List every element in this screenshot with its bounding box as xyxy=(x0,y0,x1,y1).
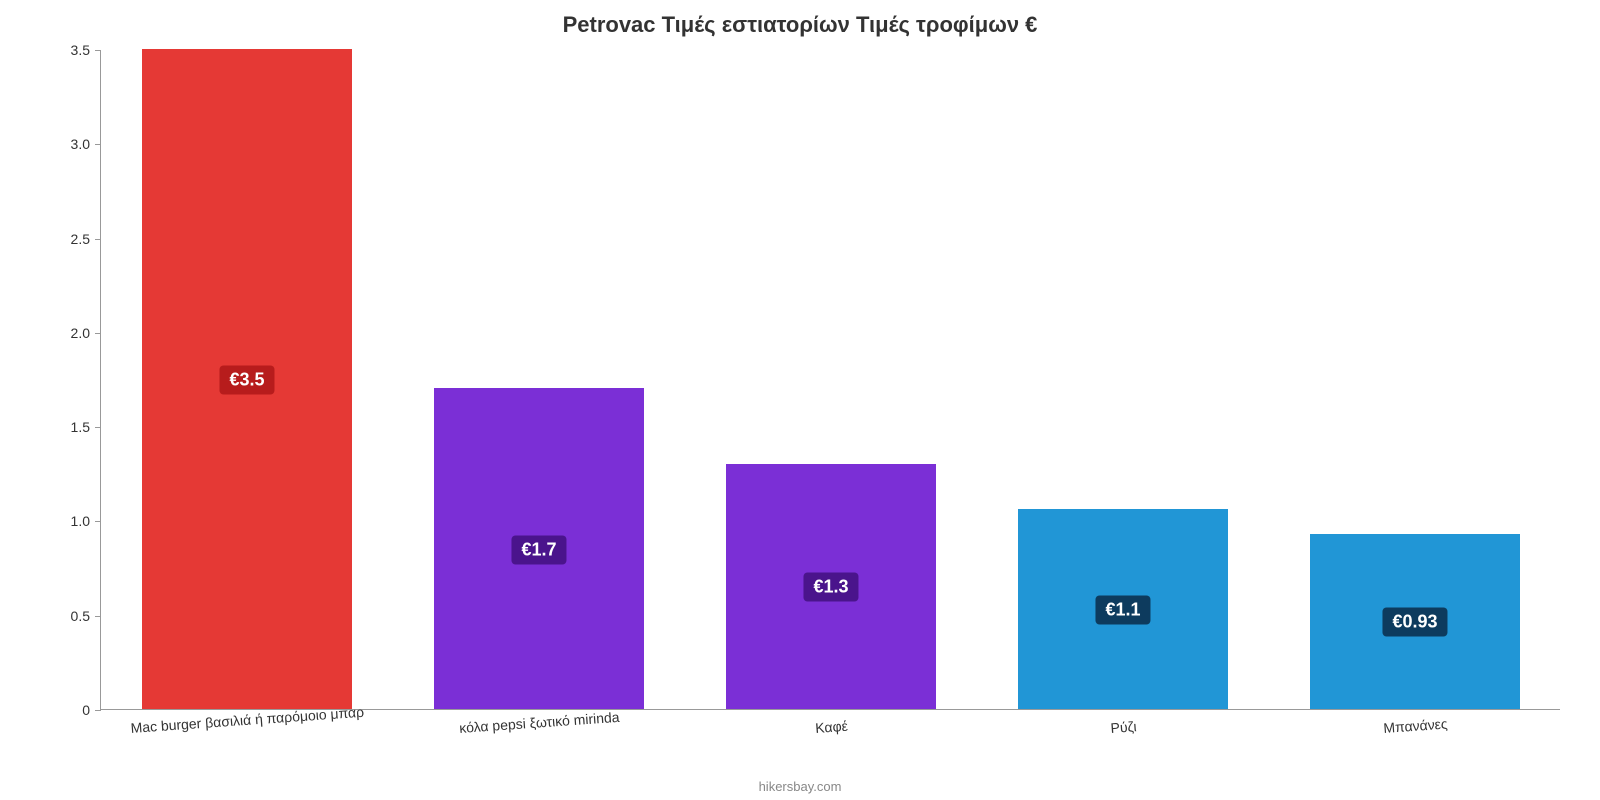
bar-value-label: €1.7 xyxy=(511,535,566,564)
y-tick-label: 1.5 xyxy=(30,419,90,435)
bar-value-label: €1.1 xyxy=(1095,596,1150,625)
y-tick-mark xyxy=(95,239,101,240)
y-tick-mark xyxy=(95,427,101,428)
y-tick-mark xyxy=(95,333,101,334)
attribution-label: hikersbay.com xyxy=(0,779,1600,794)
x-tick-label: Μπανάνες xyxy=(1383,716,1448,736)
y-tick-mark xyxy=(95,50,101,51)
bar-value-label: €1.3 xyxy=(803,573,858,602)
y-tick-label: 3.5 xyxy=(30,42,90,58)
y-tick-label: 1.0 xyxy=(30,513,90,529)
y-tick-mark xyxy=(95,144,101,145)
bar-value-label: €3.5 xyxy=(219,366,274,395)
plot-area: 00.51.01.52.02.53.03.5€3.5Mac burger βασ… xyxy=(100,50,1560,710)
y-tick-mark xyxy=(95,521,101,522)
x-tick-label: κόλα pepsi ξωτικό mirinda xyxy=(459,709,620,736)
x-tick-label: Ρύζι xyxy=(1110,718,1137,736)
x-tick-label: Καφέ xyxy=(815,718,849,736)
y-tick-mark xyxy=(95,710,101,711)
y-tick-mark xyxy=(95,616,101,617)
y-tick-label: 0.5 xyxy=(30,608,90,624)
bar-value-label: €0.93 xyxy=(1382,608,1447,637)
y-tick-label: 2.5 xyxy=(30,231,90,247)
y-tick-label: 3.0 xyxy=(30,136,90,152)
chart-title: Petrovac Τιμές εστιατορίων Τιμές τροφίμω… xyxy=(0,12,1600,38)
y-tick-label: 2.0 xyxy=(30,325,90,341)
y-tick-label: 0 xyxy=(30,702,90,718)
